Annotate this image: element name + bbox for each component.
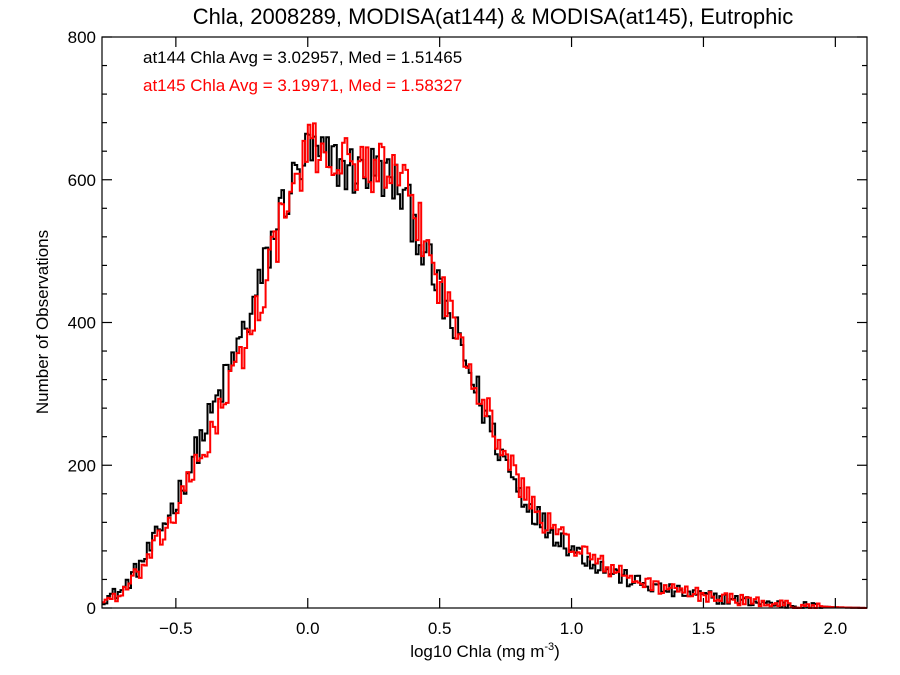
x-axis: −0.5 0.0 0.5 1.0 1.5 2.0 <box>159 37 847 638</box>
y-tick-label: 800 <box>68 28 96 47</box>
x-tick-label: 0.5 <box>428 619 452 638</box>
histogram-series-group <box>102 122 867 609</box>
x-tick-label: 2.0 <box>824 619 848 638</box>
y-tick-label: 0 <box>87 599 96 618</box>
x-tick-label: 0.0 <box>296 619 320 638</box>
x-tick-label: 1.5 <box>692 619 716 638</box>
plot-frame <box>101 36 868 609</box>
histogram-line-at145 <box>102 122 867 609</box>
y-axis: 0 200 400 600 800 <box>68 28 867 618</box>
x-tick-label: −0.5 <box>159 619 193 638</box>
histogram-line-at144 <box>102 132 867 609</box>
y-tick-label: 600 <box>68 171 96 190</box>
annotation-at145-stats: at145 Chla Avg = 3.19971, Med = 1.58327 <box>143 76 462 95</box>
x-axis-label: log10 Chla (mg m-3) <box>410 641 560 661</box>
y-tick-label: 200 <box>68 456 96 475</box>
y-tick-label: 400 <box>68 314 96 333</box>
y-axis-label: Number of Observations <box>33 230 52 414</box>
annotation-at144-stats: at144 Chla Avg = 3.02957, Med = 1.51465 <box>143 48 462 67</box>
chart-title: Chla, 2008289, MODISA(at144) & MODISA(at… <box>193 4 793 29</box>
x-tick-label: 1.0 <box>560 619 584 638</box>
